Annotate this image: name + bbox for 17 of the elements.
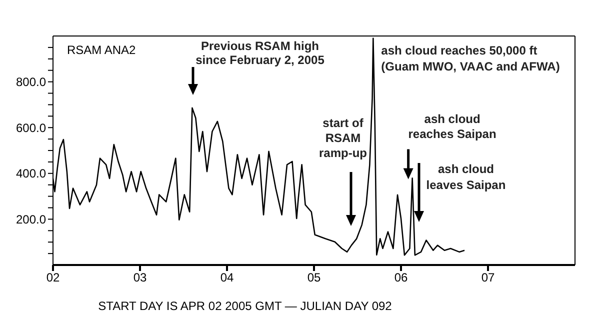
annotation: Previous RSAM high since February 2, 2005 [196,39,325,67]
y-tick-label: 400.0 [16,166,46,181]
annotation: start of RSAM ramp-up [319,116,367,160]
y-tick-label: 600.0 [16,120,46,135]
x-tick-label: 04 [220,270,234,285]
y-tick-label: 800.0 [16,75,46,90]
annotation: ash cloud reaches Saipan [408,112,496,142]
text: RSAM ANA2 [67,43,136,57]
annotation: ash cloud leaves Saipan [426,162,506,192]
x-axis-title: START DAY IS APR 02 2005 GMT — JULIAN DAY 092 [98,299,392,313]
x-tick-label: 06 [394,270,408,285]
y-tick-label: 200.0 [16,212,46,226]
annotation: ash cloud reaches 50,000 ft (Guam MWO, VAAC and AFWA) [381,43,560,74]
x-tick-label: 07 [481,270,495,285]
x-tick-label: 05 [307,270,321,285]
x-tick-label: 02 [46,270,60,285]
x-tick-label: 03 [133,270,147,285]
